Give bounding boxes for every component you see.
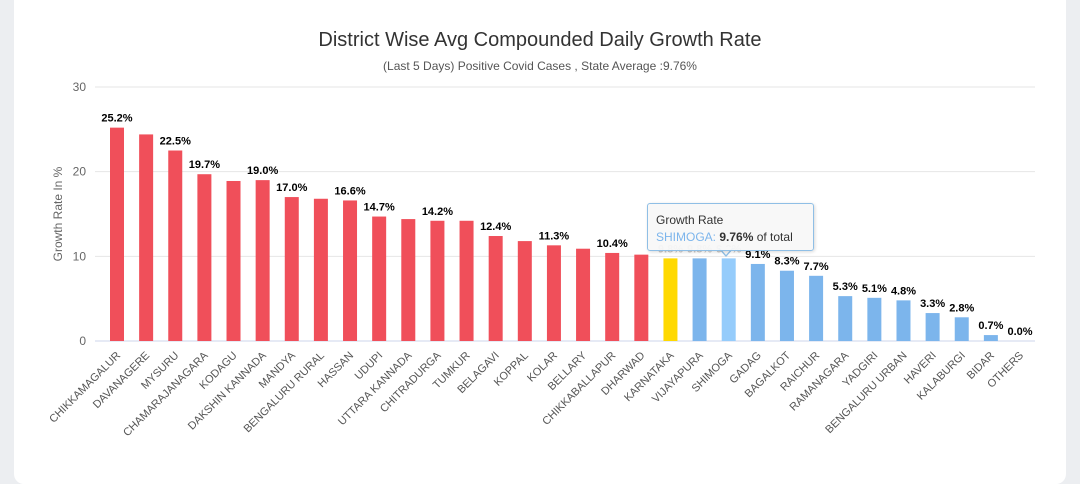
bar[interactable] [779, 270, 794, 341]
tooltip: Growth Rate SHIMOGA: 9.76% of total [647, 203, 814, 251]
bar[interactable] [255, 180, 270, 341]
data-label: 17.0% [276, 182, 307, 194]
data-label: 0.0% [1007, 326, 1032, 338]
bar[interactable] [634, 254, 649, 341]
data-label: 14.2% [422, 206, 453, 218]
bar[interactable] [430, 220, 445, 341]
data-label: 7.7% [804, 261, 829, 273]
data-label: 22.5% [160, 136, 191, 148]
bar[interactable] [954, 317, 969, 341]
chart-title: District Wise Avg Compounded Daily Growt… [318, 29, 762, 51]
y-axis-label: Growth Rate In % [51, 166, 65, 261]
bar[interactable] [925, 313, 940, 341]
tooltip-suffix: of total [753, 230, 793, 244]
data-label: 8.3% [774, 256, 799, 268]
bar[interactable] [983, 335, 998, 341]
bar[interactable] [750, 263, 765, 341]
bar[interactable] [110, 127, 124, 341]
data-label: 10.4% [597, 238, 628, 250]
y-tick-label: 0 [79, 334, 86, 348]
y-tick-label: 30 [73, 80, 87, 94]
bar[interactable] [139, 134, 154, 341]
tooltip-title: Growth Rate [656, 213, 724, 227]
tooltip-name: SHIMOGA [656, 230, 713, 244]
data-label: 12.4% [480, 221, 511, 233]
bar[interactable] [605, 252, 620, 341]
bar[interactable] [721, 258, 736, 341]
bar[interactable] [576, 248, 591, 341]
data-label: 9.1% [745, 249, 770, 261]
tooltip-value: 9.76% [719, 230, 754, 244]
data-label: 3.3% [920, 298, 945, 310]
data-label: 2.8% [949, 302, 974, 314]
bar[interactable] [809, 275, 824, 341]
bar[interactable] [546, 245, 561, 341]
bar[interactable] [459, 220, 474, 341]
bar[interactable] [372, 216, 387, 341]
bar[interactable] [313, 198, 328, 341]
bar[interactable] [517, 241, 532, 341]
bar[interactable] [284, 197, 299, 341]
data-label: 4.8% [891, 285, 916, 297]
chart-card [14, 0, 1066, 484]
chart-subtitle: (Last 5 Days) Positive Covid Cases , Sta… [383, 59, 697, 73]
data-label: 25.2% [101, 113, 132, 125]
tooltip-body: SHIMOGA: 9.76% of total [656, 230, 793, 244]
data-label: 14.7% [364, 202, 395, 214]
bar[interactable] [197, 174, 212, 341]
y-tick-label: 20 [73, 165, 87, 179]
bar[interactable] [168, 150, 183, 342]
bar[interactable] [401, 219, 416, 341]
bar[interactable] [692, 258, 707, 341]
data-label: 19.7% [189, 159, 220, 171]
data-label: 19.0% [247, 165, 278, 177]
bar[interactable] [663, 258, 678, 341]
tooltip-arrow-fill [719, 247, 733, 255]
bar[interactable] [488, 236, 503, 341]
y-tick-label: 10 [73, 249, 87, 263]
bar[interactable] [343, 200, 358, 341]
bar[interactable] [838, 296, 853, 341]
data-label: 5.1% [862, 283, 887, 295]
bar[interactable] [867, 297, 882, 341]
data-label: 11.3% [539, 230, 570, 242]
data-label: 5.3% [833, 281, 858, 293]
bar[interactable] [226, 180, 241, 341]
data-label: 0.7% [978, 320, 1003, 332]
bar[interactable] [896, 300, 911, 341]
data-label: 16.6% [334, 185, 365, 197]
